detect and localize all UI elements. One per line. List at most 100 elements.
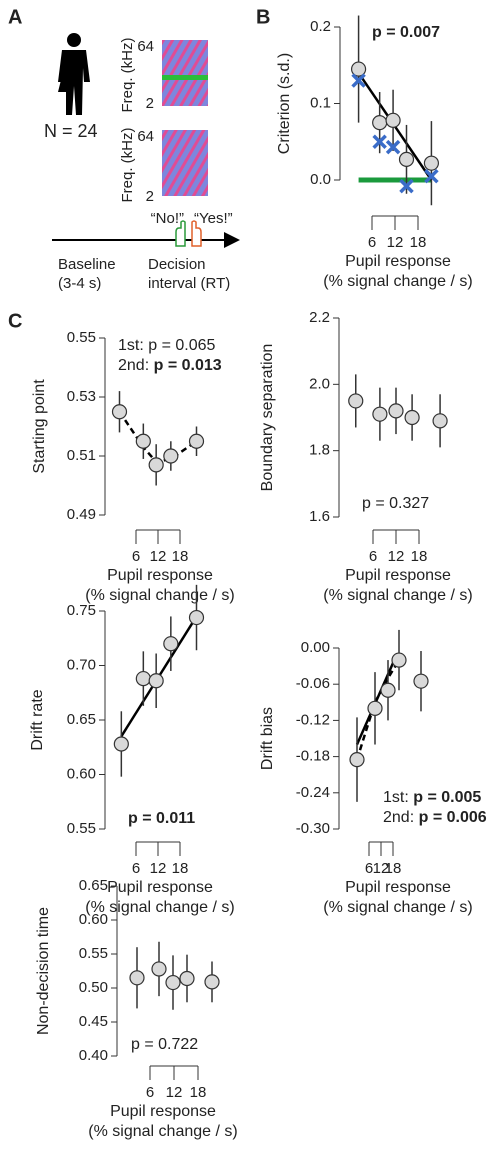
y-tick-label: -0.24 [296, 784, 330, 801]
annotation: 2nd: p = 0.006 [383, 809, 487, 826]
annotation-part: p = 0.005 [413, 789, 481, 806]
model-point [399, 178, 414, 194]
x-axis-label: Pupil response [107, 567, 213, 584]
x-tick-label: 12 [387, 234, 404, 251]
data-point [404, 409, 420, 426]
y-tick-label: 0.60 [67, 765, 96, 782]
model-point [372, 134, 387, 149]
data-point [413, 673, 429, 689]
freq-label: Freq. (kHz) [119, 37, 136, 112]
freq-tick: 64 [137, 38, 154, 55]
annotation-part: p = 0.011 [128, 810, 195, 827]
y-tick-label: 2.0 [309, 375, 330, 392]
y-tick-label: 0.0 [310, 171, 331, 188]
data-point [367, 700, 383, 716]
y-tick-label: 0.70 [67, 656, 96, 673]
x-axis-label: (% signal change / s) [323, 899, 472, 916]
x-axis-label: (% signal change / s) [323, 273, 472, 290]
y-tick-label: -0.06 [296, 675, 330, 692]
y-axis-label: Drift rate [29, 689, 46, 750]
panel-label: B [256, 6, 270, 28]
y-axis-label: Drift bias [259, 707, 276, 770]
freq-tick: 64 [137, 128, 154, 145]
y-tick-label: 0.55 [67, 820, 96, 837]
data-point [349, 752, 365, 768]
x-axis-label: (% signal change / s) [88, 1123, 237, 1140]
x-tick-label: 18 [411, 548, 428, 565]
decision-label: interval (RT) [148, 275, 230, 292]
freq-tick: 2 [146, 95, 154, 112]
x-axis-label: Pupil response [107, 879, 213, 896]
data-point [113, 736, 129, 752]
freq-label: Freq. (kHz) [119, 127, 136, 202]
annotation-part: 2nd: [118, 357, 154, 374]
x-tick-label: 12 [166, 1084, 183, 1101]
data-point [372, 115, 388, 131]
hand-yes [191, 220, 202, 247]
data-point [388, 403, 404, 419]
data-point [148, 673, 164, 689]
x-tick-label: 12 [388, 548, 405, 565]
data-point [391, 652, 407, 668]
y-tick-label: 1.8 [309, 442, 330, 459]
x-tick-label: 18 [385, 860, 402, 877]
panel-label: A [8, 6, 22, 28]
y-tick-label: 0.49 [67, 506, 96, 523]
y-tick-label: 0.51 [67, 447, 96, 464]
annotation-part: 1st: p = 0.065 [118, 337, 216, 354]
y-tick-label: 0.50 [79, 979, 108, 996]
data-point [148, 457, 164, 473]
x-tick-label: 6 [132, 548, 140, 565]
data-point [163, 636, 179, 652]
x-tick-label: 18 [172, 860, 189, 877]
x-tick-label: 6 [369, 548, 377, 565]
decision-label: Decision [148, 256, 206, 273]
data-point [348, 393, 364, 409]
y-tick-label: 0.53 [67, 388, 96, 405]
model-point [424, 168, 439, 184]
data-point [163, 448, 179, 464]
data-point [350, 61, 367, 77]
annotation: p = 0.007 [372, 24, 440, 41]
y-tick-label: 0.60 [79, 911, 108, 928]
x-tick-label: 6 [146, 1084, 154, 1101]
x-tick-label: 12 [150, 860, 167, 877]
data-point [380, 682, 396, 698]
x-axis-label: Pupil response [110, 1103, 216, 1120]
x-axis-label: (% signal change / s) [85, 587, 234, 604]
data-point [151, 961, 167, 977]
y-tick-label: 1.6 [309, 508, 330, 525]
spectrogram [162, 40, 208, 106]
y-tick-label: 0.75 [67, 602, 96, 619]
x-tick-label: 18 [190, 1084, 207, 1101]
person-icon [58, 33, 90, 115]
annotation: 1st: p = 0.005 [383, 789, 481, 806]
data-point [372, 406, 388, 422]
spectrogram [162, 130, 208, 196]
annotation-part: p = 0.722 [131, 1036, 198, 1053]
y-axis-label: Non-decision time [35, 907, 52, 1035]
x-tick-label: 12 [373, 860, 390, 877]
hand-no [175, 220, 186, 247]
data-point [423, 155, 440, 171]
y-tick-label: 0.65 [79, 877, 108, 894]
y-tick-label: -0.18 [296, 748, 330, 765]
y-tick-label: 0.45 [79, 1013, 108, 1030]
y-tick-label: 0.55 [67, 329, 96, 346]
y-tick-label: 0.40 [79, 1047, 108, 1064]
data-point [188, 609, 205, 626]
annotation-part: p = 0.007 [372, 24, 440, 41]
data-point [385, 112, 401, 128]
x-tick-label: 6 [368, 234, 376, 251]
data-point [398, 151, 415, 167]
x-axis-label: Pupil response [345, 253, 451, 270]
x-axis-label: (% signal change / s) [323, 587, 472, 604]
data-point [129, 970, 145, 986]
annotation-part: p = 0.327 [362, 495, 429, 512]
model-point [351, 73, 366, 88]
x-axis-label: Pupil response [345, 879, 451, 896]
x-tick-label: 12 [150, 548, 167, 565]
y-axis-label: Criterion (s.d.) [276, 53, 293, 154]
data-point [165, 974, 181, 991]
